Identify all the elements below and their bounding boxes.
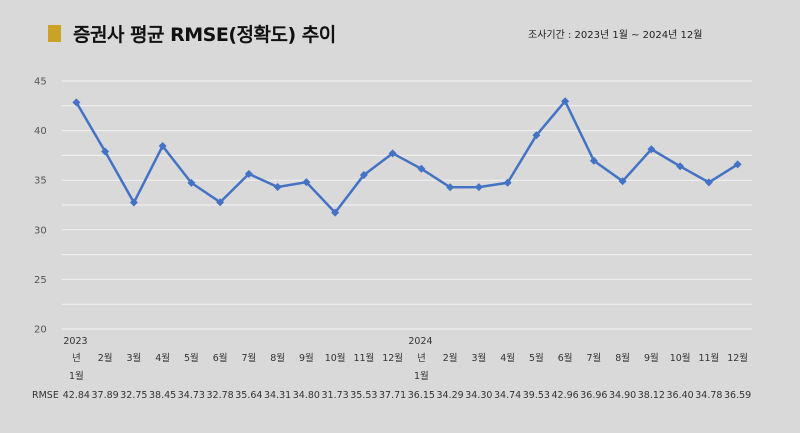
data-value-label: 36.59 — [724, 390, 751, 401]
y-tick-label: 30 — [34, 225, 47, 236]
x-tick-label: 2월 — [98, 352, 113, 364]
x-tick-label: 10월 — [325, 352, 346, 364]
x-tick-label: 9월 — [299, 352, 314, 364]
data-value-label: 34.73 — [178, 390, 205, 401]
data-value-label: 42.84 — [63, 390, 90, 401]
year-label: 2023 — [63, 336, 87, 347]
data-point — [359, 170, 368, 179]
x-tick-label: 12월 — [727, 352, 748, 364]
x-tick-label: 년 — [417, 353, 426, 364]
x-tick-label: 2월 — [443, 352, 458, 364]
data-point — [187, 178, 196, 187]
data-value-label: 34.29 — [437, 390, 464, 401]
data-value-label: 36.40 — [667, 390, 694, 401]
x-tick-label: 12월 — [382, 352, 403, 364]
data-point — [331, 208, 340, 217]
data-value-label: 36.96 — [580, 390, 607, 401]
x-tick-label-month: 1월 — [414, 370, 429, 382]
data-value-label: 34.30 — [465, 390, 492, 401]
data-point — [129, 198, 138, 207]
data-value-label: 34.78 — [695, 390, 722, 401]
x-tick-label: 7월 — [586, 352, 601, 364]
data-point — [532, 131, 541, 140]
series-name-label: RMSE — [32, 390, 59, 401]
y-tick-label: 45 — [34, 77, 47, 88]
data-point — [158, 141, 167, 150]
x-tick-label: 5월 — [529, 352, 544, 364]
data-value-label: 34.80 — [293, 390, 320, 401]
x-tick-label: 6월 — [213, 352, 228, 364]
data-point — [647, 145, 656, 154]
title-square-icon — [48, 25, 61, 42]
data-point — [618, 177, 627, 186]
data-point — [273, 183, 282, 192]
data-value-label: 36.15 — [408, 390, 435, 401]
x-tick-label: 7월 — [241, 352, 256, 364]
title-block: 증권사 평균 RMSE(정확도) 추이 — [48, 20, 336, 47]
data-point — [388, 149, 397, 158]
data-point — [101, 147, 110, 156]
x-tick-label: 10월 — [670, 352, 691, 364]
y-tick-label: 25 — [34, 275, 47, 286]
x-tick-label: 9월 — [644, 352, 659, 364]
year-label: 2024 — [408, 336, 432, 347]
data-value-label: 37.89 — [92, 390, 119, 401]
data-point — [244, 169, 253, 178]
x-tick-label: 5월 — [184, 352, 199, 364]
data-point — [503, 178, 512, 187]
y-tick-label: 35 — [34, 176, 47, 187]
survey-period: 조사기간 : 2023년 1월 ~ 2024년 12월 — [528, 30, 703, 41]
data-value-label: 38.12 — [638, 390, 665, 401]
x-tick-label: 6월 — [558, 352, 573, 364]
x-tick-label: 11월 — [698, 352, 719, 364]
data-value-label: 34.31 — [264, 390, 291, 401]
data-point — [72, 98, 81, 107]
data-point — [417, 164, 426, 173]
data-point — [733, 160, 742, 169]
y-tick-label: 20 — [34, 325, 47, 336]
x-tick-label: 11월 — [353, 352, 374, 364]
data-point — [474, 183, 483, 192]
data-value-label: 35.53 — [350, 390, 377, 401]
chart-title: 증권사 평균 RMSE(정확도) 추이 — [73, 24, 336, 46]
data-value-label: 34.90 — [609, 390, 636, 401]
data-point — [216, 198, 225, 207]
data-value-label: 31.73 — [322, 390, 349, 401]
data-point — [302, 178, 311, 187]
x-tick-label: 년 — [72, 353, 81, 364]
series-line — [75, 99, 739, 214]
x-tick-label: 4월 — [500, 352, 515, 364]
x-tick-label: 4월 — [155, 352, 170, 364]
data-value-label: 34.74 — [494, 390, 521, 401]
data-point — [561, 97, 570, 106]
data-value-label: 39.53 — [523, 390, 550, 401]
data-point — [676, 162, 685, 171]
data-value-label: 35.64 — [235, 390, 262, 401]
data-value-label: 38.45 — [149, 390, 176, 401]
data-value-label: 32.78 — [207, 390, 234, 401]
data-point — [446, 183, 455, 192]
data-value-label: 32.75 — [120, 390, 147, 401]
y-tick-label: 40 — [34, 126, 47, 137]
data-point — [704, 178, 713, 187]
x-tick-label: 3월 — [126, 352, 141, 364]
data-value-label: 37.71 — [379, 390, 406, 401]
data-value-label: 42.96 — [552, 390, 579, 401]
data-point — [589, 156, 598, 165]
x-tick-label: 3월 — [471, 352, 486, 364]
x-tick-label: 8월 — [615, 352, 630, 364]
x-tick-label-month: 1월 — [69, 370, 84, 382]
x-tick-label: 8월 — [270, 352, 285, 364]
